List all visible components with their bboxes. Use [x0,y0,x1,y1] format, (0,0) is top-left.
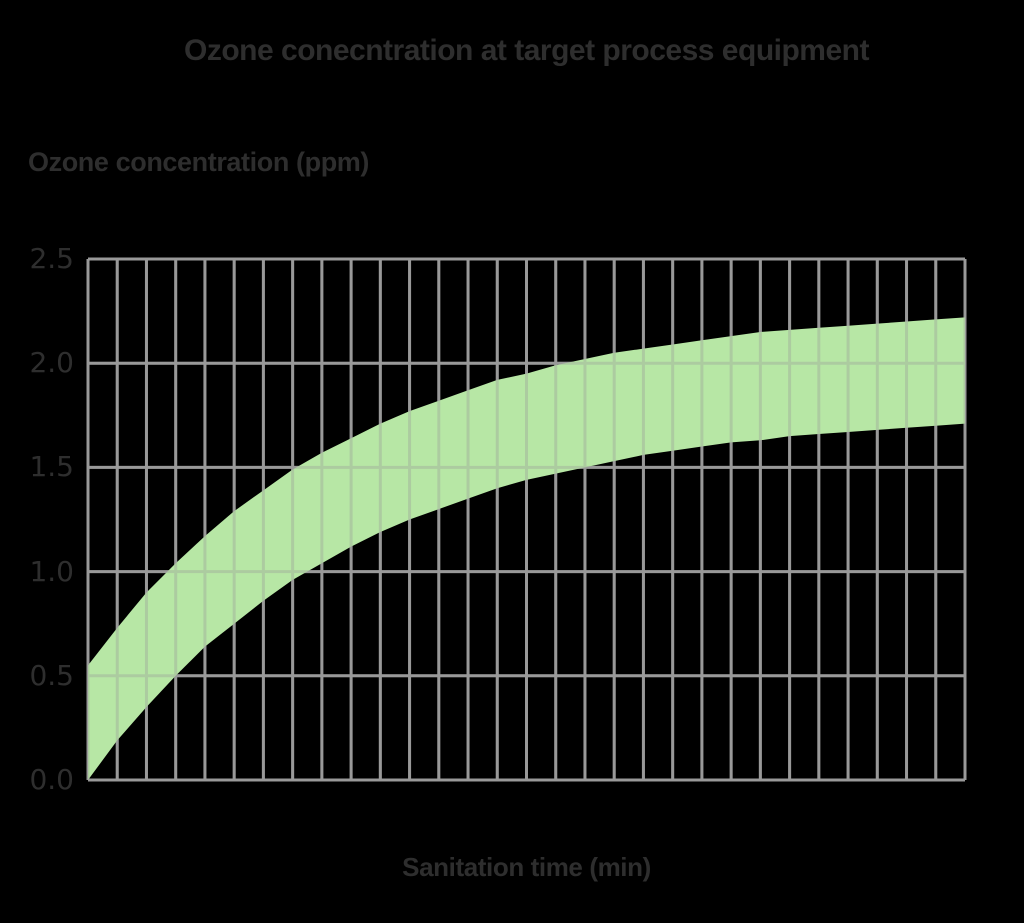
grid-lines-overlay [86,257,967,782]
y-tick-label: 2.5 [29,242,74,275]
x-axis-title: Sanitation time (min) [402,852,651,882]
y-tick-label: 0.0 [29,763,74,796]
y-tick-label: 0.5 [29,658,74,692]
concentration-band [88,317,965,780]
y-tick-label: 1.0 [29,554,74,588]
y-tick-label: 1.5 [29,450,74,484]
y-tick-label: 2.0 [29,346,74,380]
y-axis-title: Ozone concentration (ppm) [28,147,370,177]
chart-title: Ozone conecntration at target process eq… [184,34,869,67]
